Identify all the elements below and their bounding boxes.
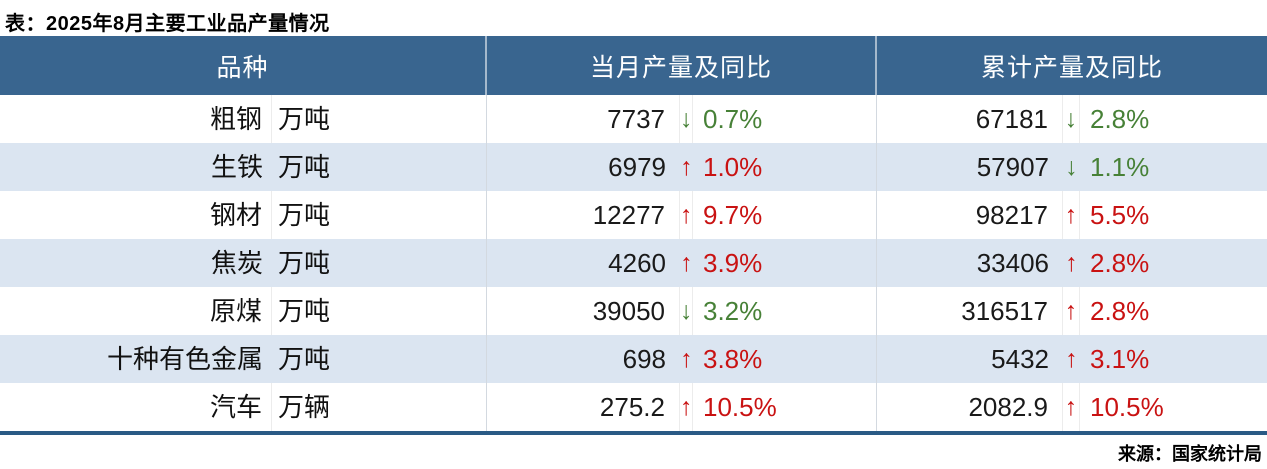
monthly-yoy-pct: 1.0% [693, 143, 877, 191]
table-row: 原煤 万吨 39050 ↓ 3.2% 316517 ↑ 2.8% [0, 287, 1267, 335]
monthly-value: 12277 [487, 191, 680, 239]
monthly-trend-arrow: ↑ [680, 345, 693, 373]
cumulative-yoy-pct: 5.5% [1090, 200, 1150, 230]
table-row: 焦炭 万吨 4260 ↑ 3.9% 33406 ↑ 2.8% [0, 239, 1267, 287]
monthly-trend-arrow: ↑ [680, 153, 693, 181]
monthly-trend-arrow: ↑ [680, 383, 693, 431]
cumulative-trend-arrow: ↑ [1063, 287, 1080, 335]
cumulative-yoy-pct: 2.8% [1090, 104, 1150, 134]
monthly-value: 7737 [487, 95, 680, 143]
monthly-value: 39050 [487, 287, 680, 335]
product-name: 钢材 [0, 191, 272, 239]
table-row: 钢材 万吨 12277 ↑ 9.7% 98217 ↑ 5.5% [0, 191, 1267, 239]
header-monthly-output: 当月产量及同比 [487, 36, 877, 95]
cumulative-trend-arrow: ↑ [1065, 249, 1078, 277]
product-unit: 万吨 [272, 239, 487, 287]
monthly-yoy-pct: 9.7% [693, 191, 877, 239]
cumulative-value: 57907 [976, 152, 1049, 182]
monthly-trend-arrow: ↑ [680, 249, 693, 277]
product-unit: 万吨 [272, 191, 487, 239]
table-row: 粗钢 万吨 7737 ↓ 0.7% 67181 ↓ 2.8% [0, 95, 1267, 143]
product-name: 原煤 [0, 287, 272, 335]
header-cumulative-output: 累计产量及同比 [980, 54, 1163, 82]
table-title-bar: 表：2025年8月主要工业品产量情况 [0, 0, 1267, 36]
cumulative-yoy-pct: 1.1% [1090, 152, 1150, 182]
product-name: 十种有色金属 [106, 344, 263, 374]
cumulative-trend-arrow: ↑ [1063, 191, 1080, 239]
cumulative-trend-arrow: ↓ [1063, 95, 1080, 143]
product-unit: 万辆 [272, 383, 487, 431]
monthly-yoy-pct: 3.8% [693, 335, 877, 383]
cumulative-trend-arrow: ↑ [1063, 383, 1080, 431]
product-unit: 万吨 [272, 287, 487, 335]
monthly-trend-arrow: ↓ [680, 287, 693, 335]
monthly-trend-arrow: ↑ [680, 191, 693, 239]
table-body: 粗钢 万吨 7737 ↓ 0.7% 67181 ↓ 2.8% 生铁 万吨 697… [0, 95, 1267, 435]
product-name: 生铁 [210, 152, 263, 182]
cumulative-value: 2082.9 [877, 383, 1063, 431]
product-unit: 万吨 [272, 143, 487, 191]
monthly-value: 698 [622, 344, 666, 374]
product-unit: 万吨 [272, 335, 487, 383]
cumulative-value: 33406 [976, 248, 1049, 278]
monthly-value: 275.2 [487, 383, 680, 431]
monthly-yoy-pct: 3.9% [693, 239, 877, 287]
cumulative-trend-arrow: ↑ [1065, 345, 1078, 373]
cumulative-yoy-pct: 2.8% [1090, 248, 1150, 278]
table-header-row: 品种 当月产量及同比 累计产量及同比 [0, 36, 1267, 95]
data-source-label: 来源：国家统计局 [1118, 444, 1262, 464]
monthly-yoy-pct: 10.5% [693, 383, 877, 431]
monthly-value: 6979 [608, 152, 666, 182]
product-name: 焦炭 [210, 248, 263, 278]
cumulative-yoy-pct: 3.1% [1090, 344, 1150, 374]
product-name: 粗钢 [0, 95, 272, 143]
table-row: 生铁 万吨 6979 ↑ 1.0% 57907 ↓ 1.1% [0, 143, 1267, 191]
cumulative-value: 316517 [877, 287, 1063, 335]
monthly-trend-arrow: ↓ [680, 95, 693, 143]
monthly-yoy-pct: 0.7% [693, 95, 877, 143]
product-unit: 万吨 [272, 95, 487, 143]
source-bar: 来源：国家统计局 [0, 435, 1267, 465]
cumulative-value: 67181 [877, 95, 1063, 143]
cumulative-value: 98217 [877, 191, 1063, 239]
cumulative-trend-arrow: ↓ [1065, 153, 1078, 181]
monthly-yoy-pct: 3.2% [693, 287, 877, 335]
product-name: 汽车 [0, 383, 272, 431]
table-row: 汽车 万辆 275.2 ↑ 10.5% 2082.9 ↑ 10.5% [0, 383, 1267, 431]
table-row: 十种有色金属 万吨 698 ↑ 3.8% 5432 ↑ 3.1% [0, 335, 1267, 383]
monthly-value: 4260 [608, 248, 666, 278]
cumulative-yoy-pct: 10.5% [1090, 392, 1164, 422]
header-variety: 品种 [0, 36, 487, 95]
cumulative-yoy-pct: 2.8% [1090, 296, 1150, 326]
cumulative-value: 5432 [991, 344, 1049, 374]
page-title: 表：2025年8月主要工业品产量情况 [5, 13, 330, 35]
